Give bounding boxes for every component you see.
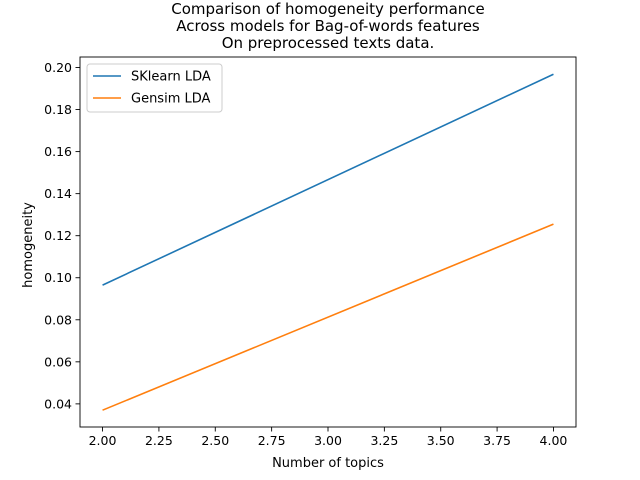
chart-title-line-2: Across models for Bag-of-words features [176,17,480,35]
y-tick-label: 0.18 [44,102,72,117]
chart-title: Comparison of homogeneity performance Ac… [171,0,485,52]
plot-area: 2.00 2.25 2.50 2.75 3.00 3.25 3.50 3.75 4.00 0.04… [44,56,577,448]
x-tick-label: 2.75 [258,433,286,448]
y-axis-label: homogeneity [21,202,36,288]
legend: SKlearn LDA Gensim LDA [86,63,223,113]
y-tick-label: 0.20 [44,60,72,75]
series-line-gensim-lda [102,223,554,411]
y-tick-label: 0.08 [44,312,72,327]
x-tick-label: 4.00 [540,433,568,448]
x-tick-label: 3.25 [370,433,398,448]
x-axis-label: Number of topics [272,456,384,471]
chart-title-line-1: Comparison of homogeneity performance [171,0,485,18]
series-line-sklearn-lda [102,73,554,286]
x-tick-label: 3.50 [427,433,455,448]
x-tick-label: 3.75 [483,433,511,448]
y-tick-label: 0.06 [44,354,72,369]
y-tick-label: 0.12 [44,228,72,243]
y-tick-label: 0.10 [44,270,72,285]
legend-label: SKlearn LDA [131,70,211,85]
chart-title-line-3: On preprocessed texts data. [222,34,435,52]
legend-label: Gensim LDA [131,92,211,107]
y-tick-label: 0.14 [44,186,72,201]
x-tick-label: 2.00 [89,433,117,448]
y-tick-label: 0.16 [44,144,72,159]
x-tick-label: 3.00 [314,433,342,448]
x-tick-label: 2.50 [201,433,229,448]
y-tick-label: 0.04 [44,396,72,411]
x-tick-label: 2.25 [145,433,173,448]
